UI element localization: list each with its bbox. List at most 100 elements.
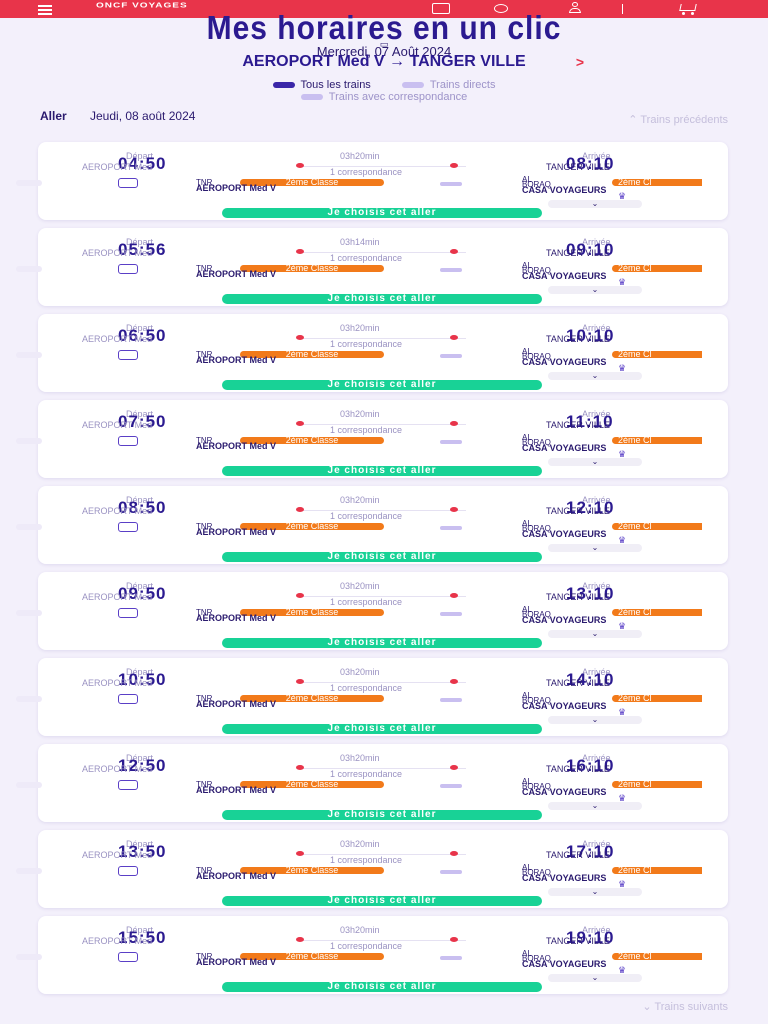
segment-indicator	[16, 954, 42, 960]
trip-card[interactable]: Départ 04:50 AEROPORT Med 03h20min 1 corresp…	[16, 142, 728, 220]
train-type-boraq: BORAQ	[522, 868, 551, 877]
segment-station: AEROPORT Med V	[196, 527, 277, 537]
premium-icon: ♛	[618, 449, 627, 459]
train-type-al: AL	[522, 777, 532, 786]
route-line	[300, 424, 466, 425]
arrival-station: TANGER VILLE	[546, 764, 610, 774]
radio-icon[interactable]	[401, 82, 424, 89]
next-trains-link[interactable]: ⌄ Trains suivants	[642, 1001, 728, 1013]
trip-card[interactable]: Départ 08:50 AEROPORT Med 03h20min 1 corresp…	[16, 486, 728, 564]
logo[interactable]: ONCF VOYAGES	[96, 1, 188, 10]
expand-details-chevron-icon[interactable]: ⌄	[548, 888, 642, 896]
radio-selected-icon[interactable]	[272, 82, 295, 89]
hamburger-menu-icon[interactable]	[38, 3, 52, 17]
arrival-station: TANGER VILLE	[546, 248, 610, 258]
search-date[interactable]: Mercredi, 07 Août 2024	[316, 44, 452, 59]
premium-icon: ♛	[618, 535, 627, 545]
train-type-boraq: BORAQ	[522, 180, 551, 189]
expand-details-chevron-icon[interactable]: ⌄	[548, 630, 642, 638]
connection-station: CASA VOYAGEURS	[522, 185, 607, 195]
segment-indicator	[16, 610, 42, 616]
departure-station: AEROPORT Med	[82, 850, 153, 860]
departure-station: AEROPORT Med	[82, 592, 153, 602]
connection-station: CASA VOYAGEURS	[522, 959, 607, 969]
choose-outbound-button[interactable]: Je choisis cet aller	[222, 552, 542, 562]
connection-count: 1 correspondance	[330, 511, 403, 521]
trip-card[interactable]: Départ 15:50 AEROPORT Med 03h20min 1 corresp…	[16, 916, 728, 994]
class-badge: 2ème Classe	[240, 178, 384, 187]
trip-duration: 03h20min	[340, 581, 380, 591]
trip-duration: 03h20min	[340, 839, 380, 849]
origin-dot	[296, 335, 304, 340]
departure-station: AEROPORT Med	[82, 506, 153, 516]
segment-station: AEROPORT Med V	[196, 441, 277, 451]
departure-station: AEROPORT Med	[82, 334, 153, 344]
trip-card[interactable]: Départ 06:50 AEROPORT Med 03h20min 1 corresp…	[16, 314, 728, 392]
departure-station: AEROPORT Med	[82, 678, 153, 688]
expand-details-chevron-icon[interactable]: ⌄	[548, 372, 642, 380]
previous-trains-link[interactable]: ⌃ Trains précédents	[628, 114, 728, 126]
expand-details-chevron-icon[interactable]: ⌄	[548, 200, 642, 208]
expand-details-chevron-icon[interactable]: ⌄	[548, 802, 642, 810]
trip-card[interactable]: Départ 09:50 AEROPORT Med 03h20min 1 corresp…	[16, 572, 728, 650]
expand-details-chevron-icon[interactable]: ⌄	[548, 458, 642, 466]
choose-outbound-button[interactable]: Je choisis cet aller	[222, 724, 542, 734]
trip-card[interactable]: Départ 13:50 AEROPORT Med 03h20min 1 corresp…	[16, 830, 728, 908]
choose-outbound-button[interactable]: Je choisis cet aller	[222, 810, 542, 820]
filter-connection-trains[interactable]: Trains avec correspondance	[300, 91, 467, 103]
departure-time: 12:50	[118, 756, 167, 775]
connection-station: CASA VOYAGEURS	[522, 787, 607, 797]
calendar-icon[interactable]: ▭	[379, 39, 389, 49]
filter-direct-trains[interactable]: Trains directs	[401, 79, 495, 91]
train-type: TNR	[196, 264, 213, 273]
account-icon[interactable]	[568, 2, 582, 14]
choose-outbound-button[interactable]: Je choisis cet aller	[222, 380, 542, 390]
page-title: Mes horaires en un clic	[206, 10, 562, 47]
trip-card[interactable]: Départ 12:50 AEROPORT Med 03h20min 1 corresp…	[16, 744, 728, 822]
segment-indicator	[16, 696, 42, 702]
origin-dot	[296, 851, 304, 856]
premium-icon: ♛	[618, 363, 627, 373]
train-type-al: AL	[522, 605, 532, 614]
departure-time: 07:50	[118, 412, 167, 431]
filter-all-trains[interactable]: Tous les trains	[272, 79, 371, 91]
destination-dot	[450, 335, 458, 340]
expand-details-chevron-icon[interactable]: ⌄	[548, 544, 642, 552]
train-type: TNR	[196, 608, 213, 617]
segment-station: AEROPORT Med V	[196, 183, 277, 193]
arrival-label: Arrivée	[582, 495, 611, 505]
choose-outbound-button[interactable]: Je choisis cet aller	[222, 294, 542, 304]
search-route[interactable]: AEROPORT Med V → TANGER VILLE >	[184, 54, 584, 70]
language-icon[interactable]	[494, 4, 508, 13]
train-type-al: AL	[522, 691, 532, 700]
tickets-icon[interactable]	[432, 3, 450, 14]
trip-duration: 03h20min	[340, 925, 380, 935]
route-label: AEROPORT Med V → TANGER VILLE	[242, 53, 526, 70]
departure-station: AEROPORT Med	[82, 936, 153, 946]
class-badge-second: 2ème Cl	[612, 609, 702, 616]
expand-details-chevron-icon[interactable]: ⌄	[548, 974, 642, 982]
trip-card[interactable]: Départ 10:50 AEROPORT Med 03h20min 1 corresp…	[16, 658, 728, 736]
segment-station: AEROPORT Med V	[196, 613, 277, 623]
choose-outbound-button[interactable]: Je choisis cet aller	[222, 982, 542, 992]
choose-outbound-button[interactable]: Je choisis cet aller	[222, 896, 542, 906]
departure-time: 13:50	[118, 842, 167, 861]
cart-icon[interactable]	[676, 2, 700, 16]
choose-outbound-button[interactable]: Je choisis cet aller	[222, 638, 542, 648]
train-type-boraq: BORAQ	[522, 696, 551, 705]
origin-dot	[296, 421, 304, 426]
expand-details-chevron-icon[interactable]: ⌄	[548, 716, 642, 724]
train-type-boraq: BORAQ	[522, 266, 551, 275]
departure-label: Départ	[126, 581, 154, 591]
arrival-station: TANGER VILLE	[546, 678, 610, 688]
trip-card[interactable]: Départ 07:50 AEROPORT Med 03h20min 1 corresp…	[16, 400, 728, 478]
expand-details-chevron-icon[interactable]: ⌄	[548, 286, 642, 294]
train-type: TNR	[196, 436, 213, 445]
departure-time: 04:50	[118, 154, 167, 173]
edit-route-chevron-icon[interactable]: >	[575, 54, 584, 70]
choose-outbound-button[interactable]: Je choisis cet aller	[222, 466, 542, 476]
choose-outbound-button[interactable]: Je choisis cet aller	[222, 208, 542, 218]
trip-card[interactable]: Départ 05:56 AEROPORT Med 03h14min 1 corresp…	[16, 228, 728, 306]
train-icon	[118, 952, 138, 962]
radio-icon[interactable]	[300, 94, 323, 101]
